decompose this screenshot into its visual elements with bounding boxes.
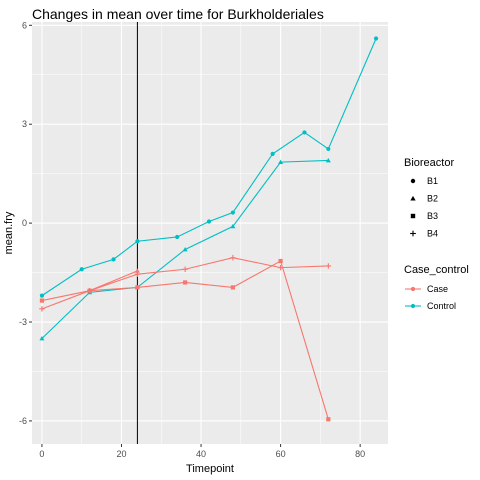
data-point-case-triangle [87,288,93,293]
legend-shape-keys: B1 B2 B3 B4 [410,176,438,239]
data-point-case-square [183,280,188,285]
series-line-case-triangle [89,270,138,292]
data-point-control-circle [373,36,379,41]
data-point-control-circle [326,146,331,152]
data-point-control-circle [175,234,180,240]
data-point-case-plus [39,306,45,312]
x-tick-label: 20 [116,449,126,459]
data-point-control-circle [39,293,45,298]
data-point-case-plus [277,264,284,271]
x-tick-label: 80 [355,449,365,459]
data-point-control-triangle [278,159,284,165]
data-point-case-square [39,298,45,303]
data-point-case-plus [182,266,188,272]
plot-panel [32,22,388,444]
data-point-case-plus [230,254,236,261]
legend-label-b2: B2 [427,194,438,204]
legend-shape-b2 [410,195,416,201]
x-axis-ticks: 0 20 40 60 80 [39,444,365,459]
data-point-case-square [230,285,235,290]
data-point-control-circle [302,130,307,135]
y-tick-label: 3 [22,119,27,129]
data-point-case-triangle [134,268,140,273]
data-point-control-circle [111,257,116,262]
y-axis-ticks: -6 -3 0 3 6 [19,20,32,426]
chart-title: Changes in mean over time for Burkholder… [32,6,324,22]
data-point-case-square [278,258,283,264]
data-point-case-square [135,285,140,290]
legend-shape-title: Bioreactor [404,157,454,169]
x-tick-label: 0 [39,449,44,459]
y-tick-label: -6 [19,416,27,426]
data-point-control-triangle [325,157,331,163]
x-axis-title: Timepoint [186,463,234,475]
legend-shape-b1 [410,178,416,184]
x-tick-label: 40 [196,449,206,459]
data-point-control-triangle [230,223,236,229]
legend-label-control: Control [427,301,456,311]
legend-color-keys: Case Control [405,284,456,311]
legend-label-case: Case [427,284,448,294]
data-point-control-circle [230,210,235,215]
data-point-control-triangle [182,246,188,252]
legend-label-b4: B4 [427,229,438,239]
legend-color-title: Case_control [404,264,469,276]
legend-label-b1: B1 [427,176,438,186]
data-point-control-circle [270,151,275,156]
legend-label-b3: B3 [427,211,438,221]
y-tick-label: 0 [22,218,27,228]
series-points [39,36,379,422]
data-point-control-triangle [39,335,45,341]
minor-gridlines [32,22,388,444]
y-tick-label: 6 [22,20,27,30]
data-point-control-circle [206,219,212,224]
y-tick-label: -3 [19,317,27,327]
data-point-control-circle [135,239,140,244]
data-point-control-circle [79,267,84,272]
legend-shape-b4 [410,230,416,237]
legend-point-case [410,286,416,292]
y-axis-title: mean.fry [3,211,15,254]
data-point-case-square [326,417,331,422]
data-point-case-plus [325,263,332,269]
legend: Bioreactor B1 B2 B3 B4 Case_control Case Con… [404,157,469,311]
legend-shape-b3 [410,213,416,219]
x-tick-label: 60 [276,449,286,459]
legend-point-control [410,303,416,309]
